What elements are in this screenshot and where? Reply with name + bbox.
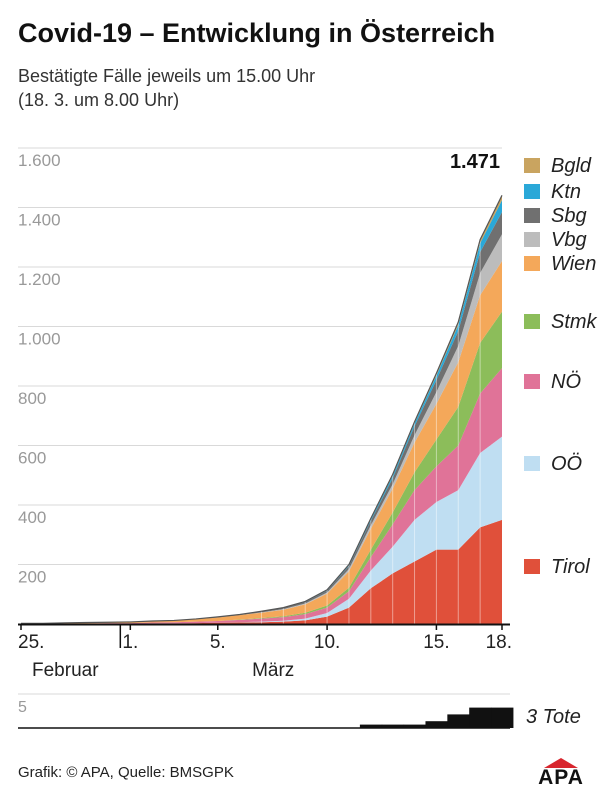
y-tick-label-1600: 1.600	[18, 151, 61, 170]
legend-swatch-tirol	[524, 559, 540, 574]
legend-item-bgld: Bgld	[524, 155, 592, 177]
legend-label-nö: NÖ	[551, 371, 581, 393]
legend-label-vbg: Vbg	[551, 229, 587, 251]
month-label-februar: Februar	[32, 660, 99, 681]
deaths-bar-183	[491, 707, 514, 728]
legend-swatch-nö	[524, 374, 540, 389]
legend-item-tirol: Tirol	[524, 556, 590, 578]
legend-swatch-oö	[524, 456, 540, 471]
chart-title: Covid-19 – Entwicklung in Österreich	[18, 18, 496, 48]
deaths-end-label: 3 Tote	[526, 706, 581, 728]
legend-swatch-sbg	[524, 208, 540, 223]
legend-item-vbg: Vbg	[524, 229, 587, 251]
subtitle-line-1: Bestätigte Fälle jeweils um 15.00 Uhr	[18, 66, 316, 86]
legend-label-tirol: Tirol	[551, 556, 590, 578]
x-tick-label-5: 5.	[210, 632, 226, 653]
apa-logo-text: APA	[538, 766, 584, 789]
legend-item-stmk: Stmk	[524, 311, 598, 333]
deaths-bar-133	[381, 724, 405, 728]
legend-item-wien: Wien	[524, 253, 596, 275]
deaths-bar-173	[469, 707, 492, 728]
deaths-bar-163	[447, 714, 470, 728]
y-tick-label-200: 200	[18, 568, 46, 587]
month-label-maerz: März	[252, 660, 294, 681]
legend-item-sbg: Sbg	[524, 205, 587, 227]
legend-label-wien: Wien	[551, 253, 596, 275]
deaths-bar-153	[425, 721, 448, 728]
legend-swatch-ktn	[524, 184, 540, 199]
legend-swatch-stmk	[524, 314, 540, 329]
legend-label-stmk: Stmk	[551, 311, 598, 333]
legend-item-oö: OÖ	[524, 453, 582, 475]
legend-item-nö: NÖ	[524, 371, 581, 393]
legend-swatch-wien	[524, 256, 540, 271]
y-tick-label-400: 400	[18, 508, 46, 527]
end-value-label: 1.471	[450, 151, 500, 173]
x-tick-label-25: 25.	[18, 632, 44, 653]
apa-logo: APA	[528, 758, 594, 789]
x-tick-label-10: 10.	[314, 632, 340, 653]
apa-logo-mark	[544, 758, 578, 768]
subtitle-line-2: (18. 3. um 8.00 Uhr)	[18, 90, 180, 110]
area-layers	[21, 195, 502, 624]
chart-subtitle: Bestätigte Fälle jeweils um 15.00 Uhr (1…	[18, 64, 315, 112]
y-tick-label-1000: 1.000	[18, 330, 61, 349]
x-tick-label-1: 1.	[122, 632, 138, 653]
y-tick-label-600: 600	[18, 449, 46, 468]
deaths-bar-123	[359, 724, 383, 728]
deaths-y-tick-label-5: 5	[18, 699, 27, 716]
y-tick-label-800: 800	[18, 389, 46, 408]
legend-label-sbg: Sbg	[551, 205, 587, 227]
y-tick-label-1400: 1.400	[18, 211, 61, 230]
area-tirol	[21, 519, 502, 624]
legend-swatch-bgld	[524, 158, 540, 173]
total-outline	[21, 195, 503, 625]
x-tick-label-15: 15.	[423, 632, 449, 653]
legend-label-oö: OÖ	[551, 453, 582, 475]
legend-label-ktn: Ktn	[551, 181, 581, 203]
y-tick-label-1200: 1.200	[18, 270, 61, 289]
deaths-bar-143	[403, 724, 426, 728]
legend-swatch-vbg	[524, 232, 540, 247]
x-tick-label-18: 18.	[486, 632, 512, 653]
area-oö	[21, 436, 502, 624]
legend-label-bgld: Bgld	[551, 155, 592, 177]
legend-item-ktn: Ktn	[524, 181, 581, 203]
source-credit: Grafik: © APA, Quelle: BMSGPK	[18, 764, 234, 781]
